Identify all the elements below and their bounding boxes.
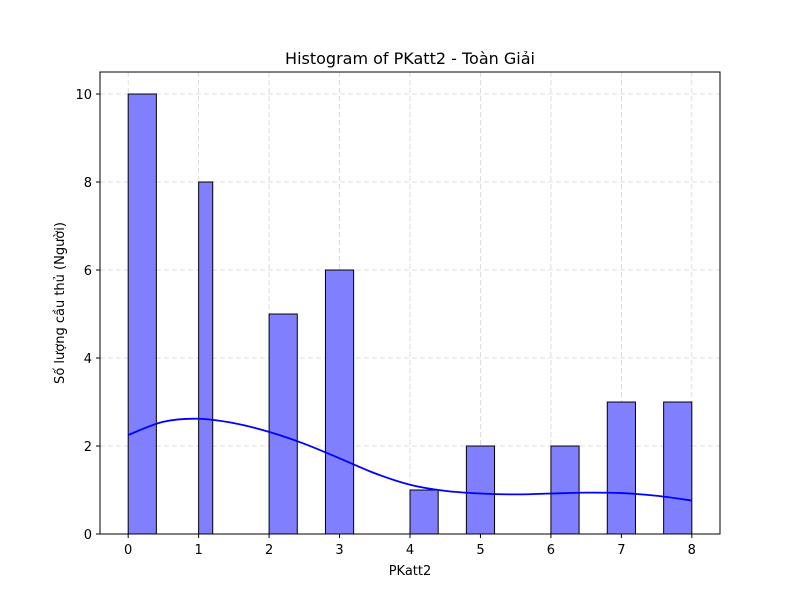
y-axis-label: Số lượng cầu thủ (Người) bbox=[53, 222, 68, 384]
histogram-bar bbox=[409, 489, 439, 535]
histogram-bar bbox=[324, 269, 355, 535]
histogram-bar bbox=[663, 401, 693, 535]
x-axis-ticks: 0 1 2 3 4 5 6 7 8 bbox=[124, 534, 696, 558]
y-tick-label: 0 bbox=[84, 528, 92, 543]
y-tick-label: 6 bbox=[84, 264, 92, 279]
x-tick-label: 5 bbox=[476, 543, 484, 558]
y-tick-label: 4 bbox=[84, 352, 92, 367]
histogram-bar bbox=[550, 445, 580, 535]
x-tick-label: 3 bbox=[335, 543, 343, 558]
chart-title: Histogram of PKatt2 - Toàn Giải bbox=[285, 49, 535, 68]
x-tick-label: 7 bbox=[617, 543, 625, 558]
x-tick-label: 0 bbox=[124, 543, 132, 558]
bars-layer bbox=[127, 93, 693, 535]
y-tick-label: 8 bbox=[84, 176, 92, 191]
kde-curve bbox=[127, 417, 692, 502]
y-axis-ticks: 0 2 4 6 8 10 bbox=[75, 88, 100, 543]
histogram-bar bbox=[127, 93, 157, 535]
x-tick-label: 6 bbox=[547, 543, 555, 558]
y-tick-label: 2 bbox=[84, 440, 92, 455]
x-tick-label: 2 bbox=[265, 543, 273, 558]
histogram-bar bbox=[606, 401, 636, 535]
y-tick-label: 10 bbox=[75, 88, 92, 103]
histogram-bar bbox=[268, 313, 298, 535]
x-tick-label: 1 bbox=[194, 543, 202, 558]
histogram-bar bbox=[198, 181, 214, 535]
x-tick-label: 8 bbox=[688, 543, 696, 558]
histogram-bar bbox=[465, 445, 496, 535]
x-axis-label: PKatt2 bbox=[389, 564, 432, 579]
kde-layer bbox=[127, 417, 692, 502]
x-tick-label: 4 bbox=[406, 543, 414, 558]
